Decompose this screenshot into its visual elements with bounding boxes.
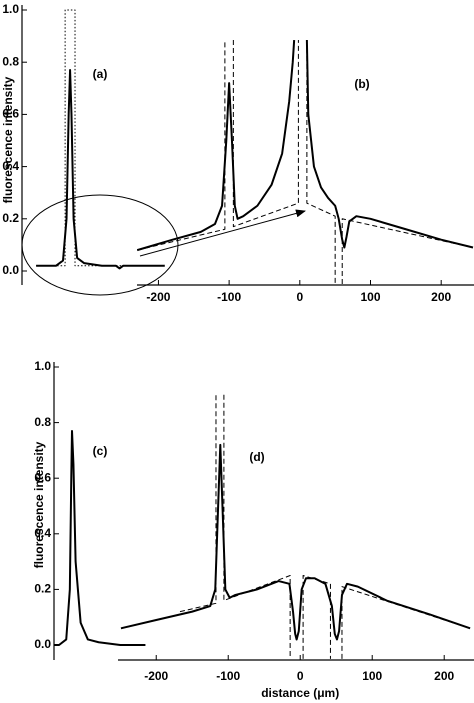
x-axis-label: distance (μm) [261,686,339,700]
y-tick-label: 1.0 [2,2,19,16]
panel-label: (a) [93,67,108,81]
series-line [36,9,165,267]
x-tick-label: 100 [360,290,380,304]
series-line [136,39,474,252]
series-line [54,429,146,646]
series-line [36,69,165,270]
panel-label: (b) [354,77,369,91]
x-tick-label: 0 [297,669,304,683]
series-line [179,394,471,659]
x-tick-label: 100 [362,669,382,683]
y-axis-label: fluorescence intensity [32,441,46,568]
zoom-arrow [139,209,306,257]
y-tick-label: 0.0 [34,637,51,651]
x-tick-label: 200 [434,669,454,683]
series-line [120,443,471,641]
x-tick-label: 200 [431,290,451,304]
x-tick-label: -200 [144,669,168,683]
y-tick-label: 0.0 [2,263,19,277]
panel-label: (c) [93,444,108,458]
x-tick-label: 0 [296,290,303,304]
y-tick-label: 0.6 [34,470,51,484]
y-tick-label: 0.4 [2,159,19,173]
panel-label: (d) [249,450,264,464]
y-tick-label: 0.2 [2,211,19,225]
x-tick-label: -100 [216,669,240,683]
x-tick-label: -200 [146,290,170,304]
y-tick-label: 0.8 [2,54,19,68]
y-tick-label: 1.0 [34,359,51,373]
series-line [137,40,474,285]
y-tick-label: 0.2 [34,582,51,596]
y-tick-label: 0.4 [34,526,51,540]
x-tick-label: -100 [217,290,241,304]
y-axis-label: fluorescence intensity [1,76,15,203]
y-tick-label: 0.6 [2,107,19,121]
y-tick-label: 0.8 [34,415,51,429]
